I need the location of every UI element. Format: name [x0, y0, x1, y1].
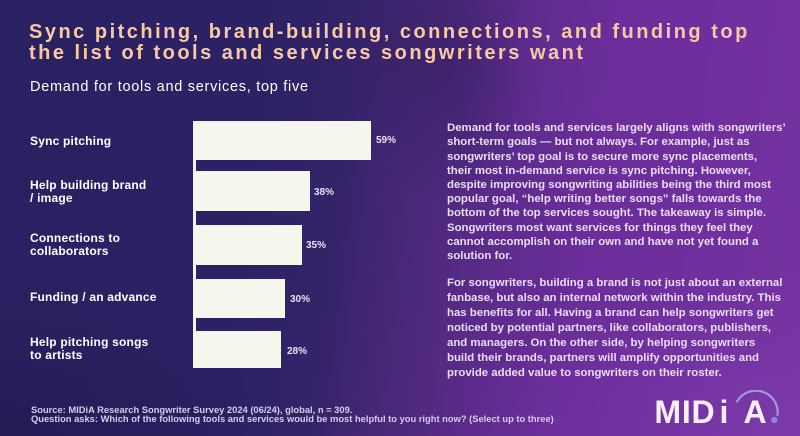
svg-text:i: i — [720, 394, 729, 430]
svg-text:I: I — [682, 394, 691, 430]
svg-text:M: M — [654, 394, 681, 430]
svg-text:D: D — [692, 394, 715, 430]
svg-text:A: A — [744, 394, 767, 430]
